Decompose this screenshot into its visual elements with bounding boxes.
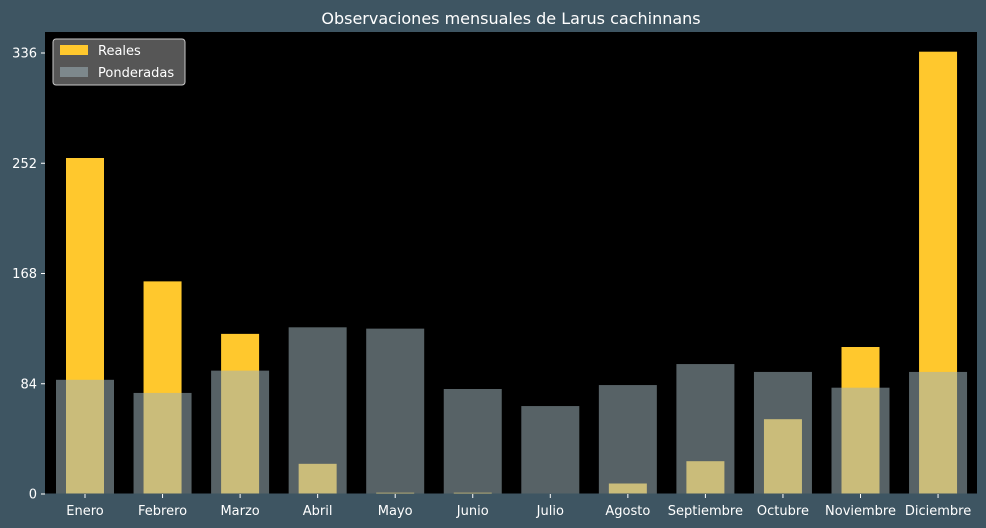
bar-ponderadas-febrero bbox=[133, 392, 192, 494]
bar-ponderadas-marzo bbox=[211, 370, 270, 494]
bar-ponderadas-octubre bbox=[753, 371, 812, 494]
x-tick-label-julio: Julio bbox=[536, 504, 564, 519]
bar-ponderadas-enero bbox=[56, 379, 114, 494]
y-tick-label: 336 bbox=[12, 47, 37, 62]
series-ponderadas bbox=[56, 327, 968, 494]
y-tick-label: 0 bbox=[29, 488, 37, 503]
bar-ponderadas-diciembre bbox=[909, 371, 968, 494]
x-tick-label-abril: Abril bbox=[303, 504, 333, 519]
y-tick-label: 252 bbox=[12, 157, 37, 172]
bar-ponderadas-agosto bbox=[598, 385, 657, 494]
bar-ponderadas-noviembre bbox=[831, 387, 890, 494]
x-tick-label-agosto: Agosto bbox=[605, 504, 650, 519]
plot-area bbox=[45, 32, 977, 494]
legend-swatch-ponderadas bbox=[60, 67, 88, 77]
legend-label-ponderadas: Ponderadas bbox=[98, 66, 174, 81]
legend-label-reales: Reales bbox=[98, 44, 141, 59]
x-tick-label-diciembre: Diciembre bbox=[905, 504, 971, 519]
x-tick-label-enero: Enero bbox=[66, 504, 104, 519]
x-tick-label-febrero: Febrero bbox=[138, 504, 187, 519]
bar-ponderadas-mayo bbox=[366, 328, 425, 494]
x-tick-label-octubre: Octubre bbox=[757, 504, 809, 519]
bar-ponderadas-abril bbox=[288, 327, 347, 494]
x-tick-label-marzo: Marzo bbox=[220, 504, 259, 519]
x-tick-label-junio: Junio bbox=[456, 504, 489, 519]
bar-ponderadas-julio bbox=[521, 406, 580, 494]
legend: Reales Ponderadas bbox=[52, 38, 186, 86]
y-tick-label: 84 bbox=[20, 377, 37, 392]
x-tick-label-noviembre: Noviembre bbox=[825, 504, 896, 519]
y-tick-label: 168 bbox=[12, 267, 37, 282]
chart-title: Observaciones mensuales de Larus cachinn… bbox=[321, 9, 700, 28]
axes: 0 84 168 252 336 Enero Febrero Marzo Abril Mayo Ju… bbox=[12, 47, 977, 519]
x-tick-label-septiembre: Septiembre bbox=[668, 504, 743, 519]
bar-ponderadas-septiembre bbox=[676, 364, 735, 494]
bar-ponderadas-junio bbox=[443, 389, 502, 494]
legend-swatch-reales bbox=[60, 45, 88, 55]
x-tick-label-mayo: Mayo bbox=[378, 504, 413, 519]
